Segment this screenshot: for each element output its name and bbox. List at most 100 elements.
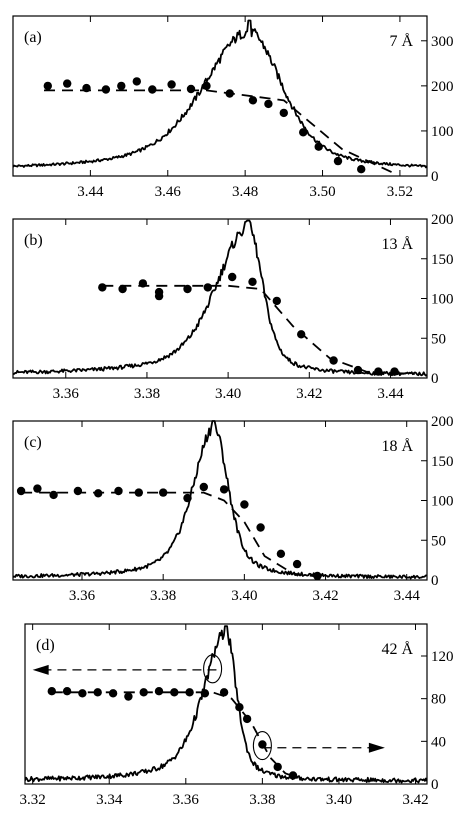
x-tick-label: 3.44 bbox=[77, 184, 104, 200]
data-point bbox=[101, 85, 111, 94]
x-tick-label: 3.32 bbox=[20, 792, 46, 808]
data-point bbox=[329, 356, 338, 365]
arrow-head bbox=[368, 742, 385, 753]
x-tick-label: 3.42 bbox=[296, 386, 322, 402]
x-tick-label: 3.48 bbox=[232, 184, 258, 200]
x-tick-label: 3.42 bbox=[312, 588, 338, 604]
panel-2: 3.36 3.38 3.40 3.42 3.44 0 50 100 150 200 (c) 18 Å bbox=[12, 414, 454, 604]
data-point bbox=[118, 284, 127, 294]
data-point bbox=[200, 689, 210, 698]
data-point bbox=[167, 80, 176, 89]
data-point bbox=[288, 771, 298, 780]
data-point bbox=[98, 283, 107, 292]
data-point bbox=[256, 523, 265, 532]
circled-point bbox=[203, 654, 223, 684]
y-tick-label: 40 bbox=[431, 734, 446, 750]
data-point bbox=[139, 688, 148, 697]
data-point bbox=[138, 279, 148, 288]
y-tick-label: 100 bbox=[431, 124, 454, 140]
data-point bbox=[73, 486, 83, 496]
data-point bbox=[313, 571, 322, 580]
data-layer bbox=[13, 420, 427, 580]
panel-label: (d) bbox=[36, 637, 55, 654]
data-point bbox=[154, 687, 164, 696]
data-point bbox=[314, 142, 323, 151]
plot-frame bbox=[12, 15, 428, 177]
data-point bbox=[390, 367, 399, 376]
data-point bbox=[159, 488, 168, 497]
data-point bbox=[47, 687, 56, 696]
x-tick-label: 3.34 bbox=[96, 792, 123, 808]
data-point bbox=[185, 688, 194, 697]
size-label: 13 Å bbox=[381, 235, 413, 253]
data-point bbox=[353, 365, 363, 375]
emission-spectrum bbox=[13, 19, 427, 169]
x-tick-label: 3.52 bbox=[387, 184, 413, 200]
y-tick-label: 0 bbox=[431, 371, 439, 387]
size-label: 7 Å bbox=[389, 32, 413, 50]
y-tick-label: 150 bbox=[431, 252, 454, 268]
x-tick-label: 3.40 bbox=[215, 386, 241, 402]
dashed-fit-line bbox=[102, 284, 415, 375]
data-point bbox=[374, 367, 383, 376]
x-tick-label: 3.46 bbox=[155, 184, 182, 200]
data-point bbox=[299, 128, 308, 137]
data-point bbox=[16, 486, 26, 496]
data-point bbox=[292, 559, 302, 569]
data-layer bbox=[25, 625, 427, 784]
data-point bbox=[183, 493, 192, 503]
data-point bbox=[219, 485, 229, 494]
y-tick-label: 100 bbox=[431, 292, 454, 308]
data-point bbox=[272, 296, 281, 306]
x-tick-label: 3.38 bbox=[249, 792, 275, 808]
y-tick-label: 300 bbox=[431, 34, 454, 50]
data-point bbox=[248, 277, 257, 286]
data-point bbox=[78, 689, 87, 698]
data-point bbox=[248, 96, 258, 105]
data-point bbox=[240, 500, 249, 509]
data-point bbox=[43, 81, 52, 91]
y-tick-label: 200 bbox=[431, 79, 454, 95]
panel-3: 3.32 3.34 3.36 3.38 3.40 3.420 40 80 120 (d) 42 Å bbox=[20, 623, 454, 808]
x-tick-label: 3.38 bbox=[150, 588, 176, 604]
data-point bbox=[264, 99, 273, 109]
data-point bbox=[62, 79, 72, 88]
y-tick-label: 0 bbox=[431, 573, 439, 589]
data-point bbox=[93, 688, 102, 697]
panel-label: (a) bbox=[24, 29, 42, 46]
emission-spectrum bbox=[25, 625, 427, 784]
y-tick-label: 100 bbox=[431, 494, 454, 510]
panel-0: 3.44 3.46 3.48 3.50 3.52 0 100 200 300 (a) 7 Å bbox=[12, 15, 454, 200]
data-point bbox=[258, 740, 267, 749]
data-point bbox=[183, 284, 192, 294]
data-point bbox=[357, 165, 366, 174]
data-point bbox=[170, 688, 179, 697]
data-point bbox=[62, 687, 72, 696]
dashed-fit-line bbox=[21, 491, 326, 579]
x-tick-label: 3.40 bbox=[326, 792, 352, 808]
emission-spectrum bbox=[13, 219, 427, 377]
y-tick-label: 200 bbox=[431, 414, 454, 430]
x-tick-label: 3.44 bbox=[377, 386, 404, 402]
data-layer bbox=[13, 219, 427, 377]
x-tick-label: 3.36 bbox=[173, 792, 200, 808]
x-tick-label: 3.36 bbox=[69, 588, 96, 604]
data-point bbox=[148, 85, 157, 94]
size-label: 42 Å bbox=[381, 640, 413, 658]
data-point bbox=[186, 84, 196, 94]
data-point bbox=[202, 81, 211, 91]
panel-label: (b) bbox=[24, 232, 43, 249]
emission-spectrum bbox=[13, 420, 427, 580]
arrow-head bbox=[32, 664, 49, 675]
data-point bbox=[276, 549, 286, 558]
y-tick-label: 80 bbox=[431, 692, 446, 708]
data-point bbox=[199, 482, 208, 492]
data-point bbox=[132, 77, 141, 86]
data-point bbox=[33, 484, 42, 493]
data-point bbox=[134, 488, 143, 497]
circled-point bbox=[252, 731, 272, 761]
dashed-fit-line bbox=[51, 691, 301, 780]
data-point bbox=[235, 703, 244, 712]
panel-1: 3.36 3.38 3.40 3.42 3.44 0 50 100 150 200 (b) 13 Å bbox=[12, 212, 454, 402]
